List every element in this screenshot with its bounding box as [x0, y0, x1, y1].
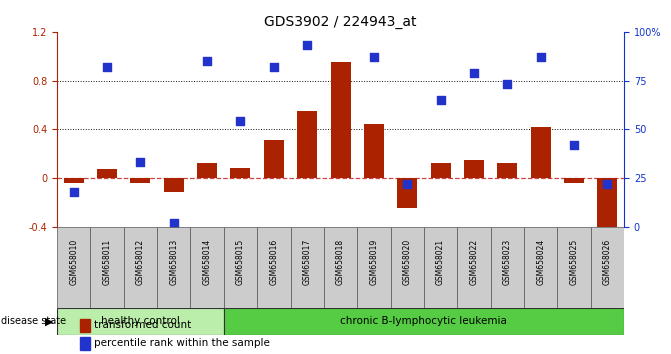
Point: [568, 142, 579, 148]
Bar: [491, 227, 524, 308]
Bar: [531, 127, 551, 178]
Bar: [590, 227, 624, 308]
Bar: [197, 163, 217, 178]
Bar: [224, 227, 257, 308]
Point: [435, 97, 446, 103]
Text: GSM658026: GSM658026: [603, 239, 612, 285]
Bar: [257, 227, 291, 308]
Point: [468, 70, 479, 75]
Bar: [364, 124, 384, 178]
Text: GSM658011: GSM658011: [103, 239, 111, 285]
Text: GSM658024: GSM658024: [536, 239, 545, 285]
Bar: [391, 227, 424, 308]
Point: [602, 181, 613, 187]
Bar: [164, 178, 184, 193]
Bar: [331, 62, 350, 178]
Bar: [264, 140, 284, 178]
Bar: [497, 163, 517, 178]
Title: GDS3902 / 224943_at: GDS3902 / 224943_at: [264, 16, 417, 29]
Point: [202, 58, 213, 64]
Text: GSM658013: GSM658013: [169, 239, 178, 285]
Bar: [291, 227, 324, 308]
Text: GSM658010: GSM658010: [69, 239, 79, 285]
Text: healthy control: healthy control: [101, 316, 180, 326]
Point: [402, 181, 413, 187]
Text: GSM658019: GSM658019: [369, 239, 378, 285]
Point: [502, 81, 513, 87]
Point: [368, 54, 379, 60]
Point: [168, 220, 179, 225]
Bar: [97, 169, 117, 178]
Point: [235, 119, 246, 124]
Text: GSM658017: GSM658017: [303, 239, 312, 285]
Text: percentile rank within the sample: percentile rank within the sample: [94, 338, 270, 348]
Text: chronic B-lymphocytic leukemia: chronic B-lymphocytic leukemia: [340, 316, 507, 326]
Point: [135, 159, 146, 165]
Bar: [297, 111, 317, 178]
Bar: [230, 168, 250, 178]
Bar: [191, 227, 224, 308]
Bar: [80, 337, 90, 350]
Text: GSM658012: GSM658012: [136, 239, 145, 285]
Bar: [457, 227, 491, 308]
Text: ▶: ▶: [45, 316, 53, 326]
Bar: [57, 308, 224, 335]
Point: [535, 54, 546, 60]
Point: [68, 189, 79, 194]
Text: transformed count: transformed count: [94, 320, 191, 330]
Text: GSM658016: GSM658016: [269, 239, 278, 285]
Text: disease state: disease state: [1, 316, 66, 326]
Bar: [464, 160, 484, 178]
Bar: [357, 227, 391, 308]
Bar: [524, 227, 558, 308]
Text: GSM658023: GSM658023: [503, 239, 512, 285]
Bar: [123, 227, 157, 308]
Bar: [157, 227, 191, 308]
Bar: [397, 178, 417, 208]
Point: [268, 64, 279, 70]
Text: GSM658018: GSM658018: [336, 239, 345, 285]
Point: [336, 0, 346, 5]
Bar: [80, 319, 90, 332]
Text: GSM658015: GSM658015: [236, 239, 245, 285]
Bar: [224, 308, 624, 335]
Text: GSM658022: GSM658022: [470, 239, 478, 285]
Text: GSM658021: GSM658021: [436, 239, 445, 285]
Bar: [324, 227, 357, 308]
Bar: [64, 178, 84, 183]
Bar: [431, 163, 451, 178]
Bar: [597, 178, 617, 239]
Bar: [424, 227, 457, 308]
Bar: [91, 227, 123, 308]
Bar: [57, 227, 91, 308]
Point: [102, 64, 113, 70]
Text: GSM658020: GSM658020: [403, 239, 412, 285]
Bar: [558, 227, 590, 308]
Bar: [564, 178, 584, 183]
Text: GSM658025: GSM658025: [570, 239, 578, 285]
Text: GSM658014: GSM658014: [203, 239, 211, 285]
Bar: [130, 178, 150, 183]
Point: [302, 42, 313, 48]
